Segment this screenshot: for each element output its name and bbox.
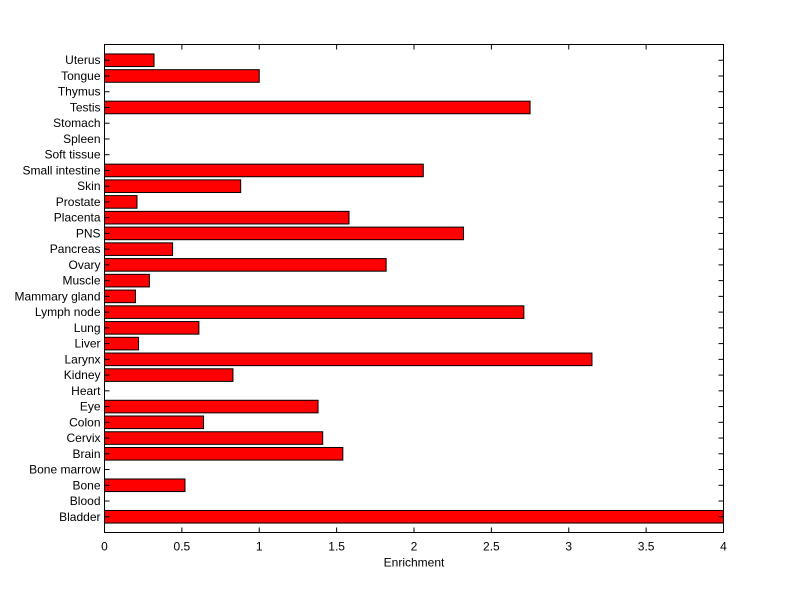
bar-kidney [104,368,234,382]
bar-larynx [104,352,593,367]
y-tick-label-brain: Brain [72,447,100,461]
x-tick-label: 2.5 [483,540,500,554]
y-tick-label-tongue: Tongue [61,69,101,83]
bar-bladder [104,509,724,524]
y-tick-label-muscle: Muscle [62,274,100,288]
bar-skin [104,179,242,193]
y-tick-label-skin: Skin [77,179,100,193]
bar-placenta [104,210,350,225]
bar-liver [104,336,140,351]
bar-pns [104,226,465,241]
bar-eye [104,399,319,414]
y-tick-label-lymph-node: Lymph node [35,305,101,319]
y-tick-label-thymus: Thymus [58,85,101,99]
y-tick-label-prostate: Prostate [56,195,101,209]
y-tick-label-small-intestine: Small intestine [22,163,100,177]
y-tick-label-spleen: Spleen [63,132,100,146]
bar-brain [104,446,344,461]
x-tick-label: 0.5 [174,540,191,554]
y-tick-label-placenta: Placenta [54,211,101,225]
y-tick-label-cervix: Cervix [66,431,100,445]
y-tick-label-stomach: Stomach [53,116,100,130]
y-tick-label-mammary-gland: Mammary gland [14,289,100,303]
x-tick-label: 3 [565,540,572,554]
x-tick-label: 1.5 [328,540,345,554]
plot-frame [104,44,724,533]
bar-colon [104,415,205,430]
y-tick-label-ovary: Ovary [68,258,100,272]
y-tick-label-uterus: Uterus [65,53,100,67]
y-tick-label-heart: Heart [71,384,101,398]
bars-group [104,53,724,524]
y-tick-label-testis: Testis [70,100,101,114]
x-tick-label: 4 [720,540,727,554]
y-tick-label-bladder: Bladder [59,510,100,524]
x-tick-label: 1 [256,540,263,554]
y-tick-label-larynx: Larynx [64,352,100,366]
bar-cervix [104,431,324,445]
y-tick-label-blood: Blood [70,494,101,508]
bar-lymph-node [104,305,525,319]
bar-testis [104,100,531,115]
y-tick-label-pns: PNS [76,226,101,240]
y-tick-label-lung: Lung [74,321,101,335]
y-tick-label-kidney: Kidney [64,368,101,382]
bar-small-intestine [104,163,424,178]
y-tick-label-bone-marrow: Bone marrow [29,463,101,477]
y-tick-label-eye: Eye [80,400,101,414]
bar-bone [104,478,186,493]
bar-tongue [104,69,260,83]
bar-uterus [104,53,155,68]
y-tick-label-bone: Bone [72,478,100,492]
y-tick-label-soft-tissue: Soft tissue [44,148,100,162]
bar-ovary [104,258,387,272]
x-tick-label: 3.5 [638,540,655,554]
x-axis-title: Enrichment [384,556,445,570]
x-tick-label: 2 [411,540,418,554]
x-tick-label: 0 [101,540,108,554]
y-tick-label-pancreas: Pancreas [50,242,101,256]
bar-lung [104,321,200,335]
bar-muscle [104,273,150,288]
y-tick-label-colon: Colon [69,415,100,429]
bar-pancreas [104,242,174,256]
y-tick-label-liver: Liver [74,337,100,351]
